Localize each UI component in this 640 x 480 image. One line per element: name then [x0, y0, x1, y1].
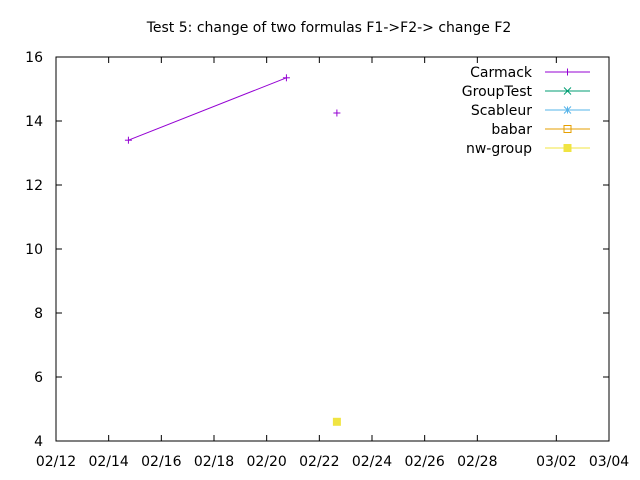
- y-tick-label: 6: [34, 370, 43, 386]
- legend-swatch-marker: [564, 68, 571, 76]
- x-tick-label: 02/26: [404, 454, 444, 470]
- legend-label: Scableur: [471, 103, 532, 119]
- x-tick-label: 02/22: [299, 454, 339, 470]
- legend-item: GroupTest: [462, 84, 590, 100]
- x-tick-label: 03/04: [589, 454, 629, 470]
- y-tick-label: 12: [25, 178, 43, 194]
- legend-label: babar: [491, 122, 532, 138]
- data-point: [124, 136, 132, 144]
- legend-item: Scableur: [471, 103, 590, 119]
- y-tick-label: 8: [34, 306, 43, 322]
- data-point: [333, 109, 341, 117]
- x-tick-label: 02/20: [246, 454, 286, 470]
- legend-label: GroupTest: [462, 84, 533, 100]
- y-tick-label: 4: [34, 434, 43, 450]
- legend-item: nw-group: [466, 141, 590, 157]
- legend-swatch-marker: [563, 125, 572, 133]
- legend: Carmack GroupTest Scableur babar nw-group: [462, 65, 590, 157]
- x-tick-label: 02/28: [457, 454, 497, 470]
- legend-label: nw-group: [466, 141, 532, 157]
- legend-swatch-marker: [563, 106, 572, 114]
- plot-axes: 4 6 8 10 12 14 16 02/12 02/14 02/16 02/18 02/20 02/2…: [25, 50, 629, 470]
- y-tick-label: 14: [25, 114, 43, 130]
- data-point: [282, 74, 290, 82]
- x-tick-label: 02/18: [194, 454, 234, 470]
- x-tick-label: 03/02: [536, 454, 576, 470]
- series-layer: [124, 74, 341, 426]
- series-line: [128, 77, 287, 141]
- chart-title: Test 5: change of two formulas F1->F2-> …: [146, 20, 512, 36]
- legend-label: Carmack: [470, 65, 533, 81]
- x-tick-label: 02/14: [88, 454, 128, 470]
- data-point: [332, 417, 341, 426]
- series-carmack: [124, 74, 341, 144]
- y-tick-label: 16: [25, 50, 43, 66]
- legend-swatch-marker: [563, 144, 572, 152]
- x-tick-label: 02/16: [141, 454, 181, 470]
- x-tick-label: 02/12: [36, 454, 76, 470]
- series-nw-group: [332, 417, 341, 426]
- legend-item: Carmack: [470, 65, 590, 81]
- y-tick-label: 10: [25, 242, 43, 258]
- legend-item: babar: [491, 122, 590, 138]
- x-tick-label: 02/24: [352, 454, 392, 470]
- legend-swatch-marker: [563, 87, 572, 95]
